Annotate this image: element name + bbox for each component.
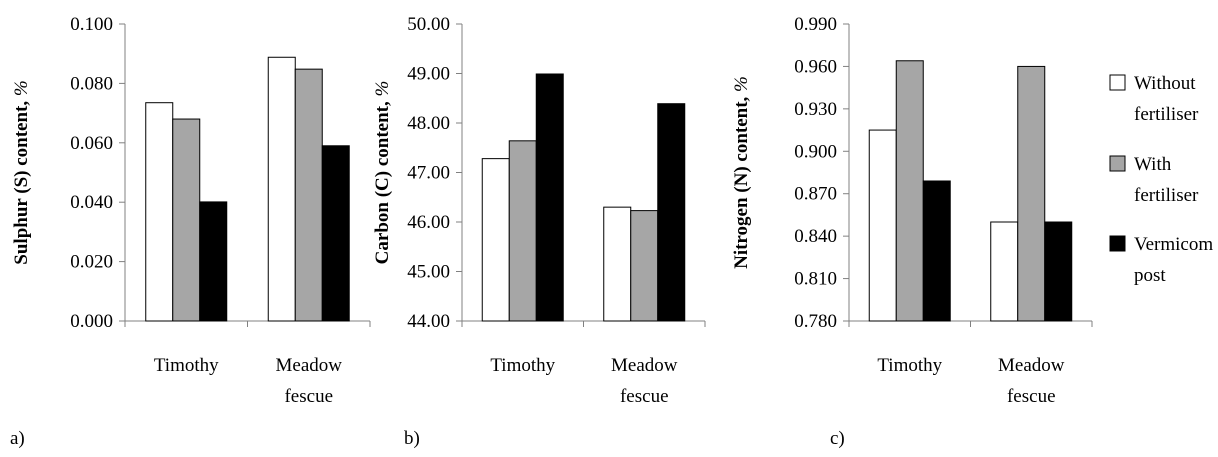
legend-label: fertiliser [1134,104,1199,125]
y-tick-label: 49.00 [407,64,450,85]
y-axis-label: Nitrogen (N) content, % [731,76,752,269]
x-category-label: Meadow [276,355,343,376]
legend-swatch [1109,74,1126,91]
x-category-label: fescue [1007,386,1056,407]
legend-label: post [1134,265,1166,286]
y-tick-label: 0.810 [794,269,837,290]
y-tick-label: 0.780 [794,311,837,332]
legend-item: Without fertiliser [1109,73,1199,125]
y-tick-label: 50.00 [407,14,450,35]
bar-with-fertiliser [508,140,537,322]
y-tick-label: 0.060 [70,133,113,154]
legend-swatch [1109,155,1126,172]
y-axis-label: Sulphur (S) content, % [11,80,32,264]
x-category-label: Meadow [998,355,1065,376]
legend-item: Vermicom post [1109,234,1213,286]
panel-label: b) [404,428,420,449]
y-tick-label: 0.080 [70,73,113,94]
y-tick-label: 0.020 [70,252,113,273]
bar-vermicompost [535,73,564,322]
legend-swatch [1109,235,1126,252]
bar-with-fertiliser [895,60,924,322]
chart-panel-a: 0.000 0.020 0.040 0.060 0.080 0.100 Timothy Mea… [10,14,371,449]
y-tick-label: 0.840 [794,226,837,247]
y-tick-label: 45.00 [407,262,450,283]
y-tick-label: 48.00 [407,113,450,134]
x-category-label: fescue [284,386,333,407]
bar-with-fertiliser [172,118,201,322]
bar-without-fertiliser [603,206,632,322]
bar-with-fertiliser [294,68,323,322]
y-tick-label: 0.040 [70,192,113,213]
legend-label: Without [1134,73,1196,94]
panel-label: a) [10,428,25,449]
y-tick-label: 0.000 [70,311,113,332]
bar-with-fertiliser [1017,65,1046,322]
y-axis-label: Carbon (C) content, % [372,81,393,265]
bar-vermicompost [1044,221,1073,322]
bar-vermicompost [657,103,686,322]
legend: Without fertiliser With fertiliser Vermicom p… [1109,73,1213,286]
y-tick-label: 0.960 [794,56,837,77]
bar-vermicompost [321,145,350,322]
x-category-label: Meadow [611,355,678,376]
bar-without-fertiliser [267,56,296,322]
bar-without-fertiliser [868,129,897,322]
bar-with-fertiliser [630,210,659,322]
legend-label: fertiliser [1134,185,1199,206]
legend-item: With fertiliser [1109,154,1199,206]
chart-panels: 0.000 0.020 0.040 0.060 0.080 0.100 Timothy Mea… [10,14,1093,449]
chart-panel-b: 44.00 45.00 46.00 47.00 48.00 49.00 50.00 Timot… [372,14,706,449]
y-tick-label: 0.100 [70,14,113,35]
y-tick-label: 44.00 [407,311,450,332]
y-tick-label: 0.990 [794,14,837,35]
bar-without-fertiliser [990,221,1019,322]
y-tick-label: 46.00 [407,212,450,233]
legend-label: With [1134,154,1172,175]
y-tick-label: 0.930 [794,99,837,120]
y-tick-label: 0.900 [794,141,837,162]
bar-without-fertiliser [481,158,510,322]
bar-without-fertiliser [145,102,174,322]
bar-vermicompost [922,180,951,322]
chart-panel-c: 0.780 0.810 0.840 0.870 0.900 0.930 0.960 0.990… [731,14,1093,449]
x-category-label: Timothy [154,355,219,376]
x-category-label: Timothy [877,355,942,376]
x-category-label: fescue [620,386,669,407]
bar-vermicompost [199,201,228,322]
panel-label: c) [830,428,845,449]
legend-label: Vermicom [1134,234,1213,255]
y-tick-label: 47.00 [407,163,450,184]
y-tick-label: 0.870 [794,184,837,205]
x-category-label: Timothy [490,355,555,376]
